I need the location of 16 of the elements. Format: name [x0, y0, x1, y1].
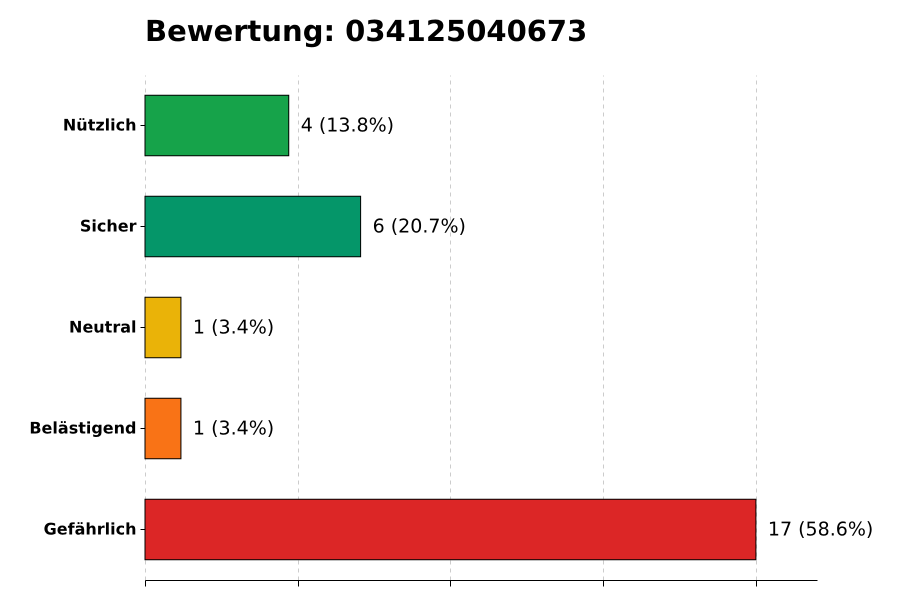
data-label: 6 (20.7%) — [372, 216, 466, 238]
bar — [144, 296, 182, 358]
y-tick-label: Gefährlich — [44, 520, 136, 538]
chart-title: Bewertung: 034125040673 — [145, 14, 588, 48]
bar — [144, 498, 756, 560]
y-tick-label: Belästigend — [29, 418, 136, 438]
data-label: 17 (58.6%) — [768, 518, 874, 540]
bar — [144, 398, 182, 460]
data-label: 1 (3.4%) — [192, 418, 274, 440]
y-tick-label: Nützlich — [62, 116, 136, 134]
data-label: 1 (3.4%) — [192, 316, 274, 338]
data-label: 4 (13.8%) — [300, 114, 394, 136]
y-tick-label: Neutral — [69, 318, 136, 336]
bar — [144, 94, 290, 156]
y-tick-label: Sicher — [80, 216, 137, 236]
bar — [144, 196, 362, 258]
